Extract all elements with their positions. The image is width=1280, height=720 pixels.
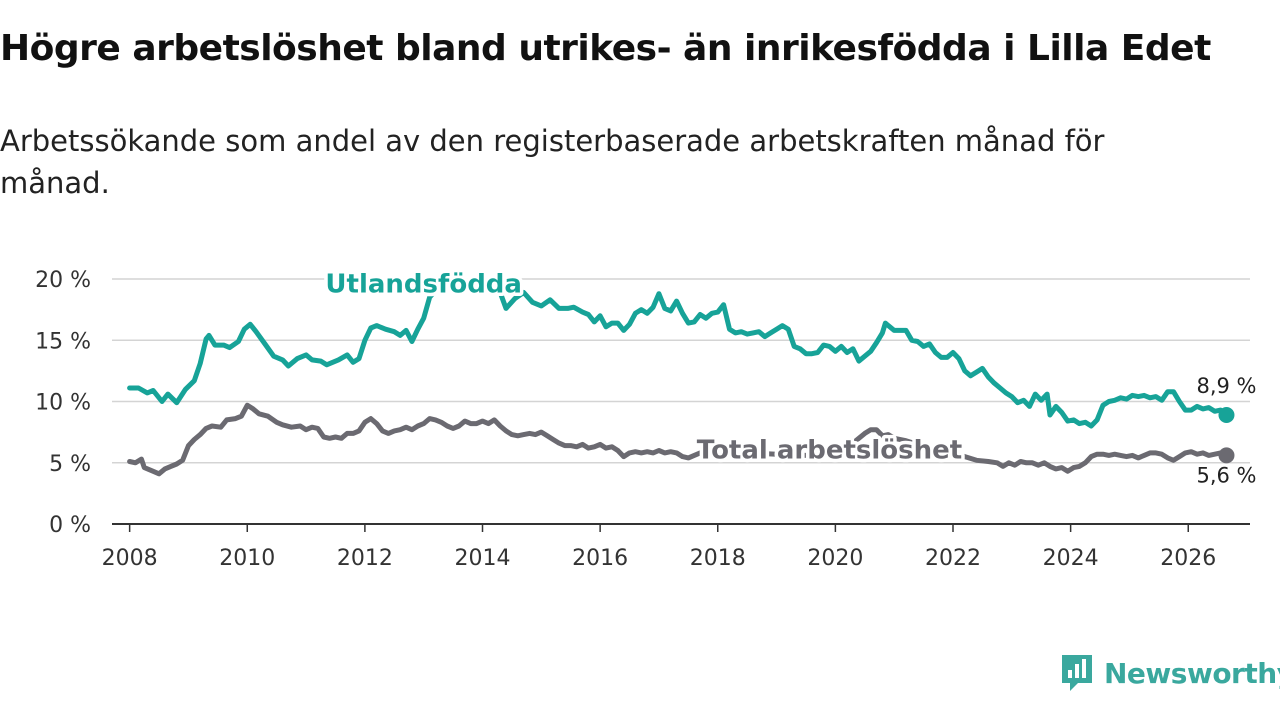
newsworthy-logo-icon [1062,655,1092,691]
chart-title: Högre arbetslöshet bland utrikes- än inr… [0,28,1211,69]
series-lines [127,274,1235,477]
x-tick-label: 2018 [690,546,746,571]
brand-name: Newsworthy [1104,656,1280,690]
series-name-label: Utlandsfödda [325,269,522,299]
y-tick-label: 0 % [49,513,91,538]
series-line-total-arbetsl-shet [127,402,1229,477]
series-end-marker-utlandsf-dda [1218,406,1235,423]
y-tick-label: 15 % [35,329,91,354]
x-tick-label: 2010 [219,546,275,571]
x-tick-label: 2014 [455,546,511,571]
brand: Newsworthy [1060,653,1280,693]
series-line-utlandsf-dda [127,274,1229,429]
series-name-label: Total arbetslöshet [697,435,962,465]
y-tick-label: 20 % [35,268,91,293]
series-labels: 8,9 % 5,6 % Utlandsfödda Total arbetslöshet [322,266,1257,487]
x-tick-label: 2022 [925,546,981,571]
end-value-label: 8,9 % [1196,374,1256,398]
x-tick-label: 2012 [337,546,393,571]
x-tick-label: 2016 [572,546,628,571]
axes: 0 % 5 % 10 % 15 % 20 % 2008 2010 2012 2014 2016 20… [35,268,1250,571]
x-tick-label: 2020 [807,546,863,571]
y-tick-label: 5 % [49,452,91,477]
end-value-label: 5,6 % [1196,463,1256,487]
x-tick-label: 2026 [1160,546,1216,571]
gridlines [112,278,1250,464]
y-tick-label: 10 % [35,391,91,416]
x-tick-label: 2024 [1043,546,1099,571]
series-end-marker-total-arbetsl-shet [1218,447,1235,464]
x-tick-label: 2008 [102,546,158,571]
chart-subtitle: Arbetssökande som andel av den registerb… [0,124,1105,200]
